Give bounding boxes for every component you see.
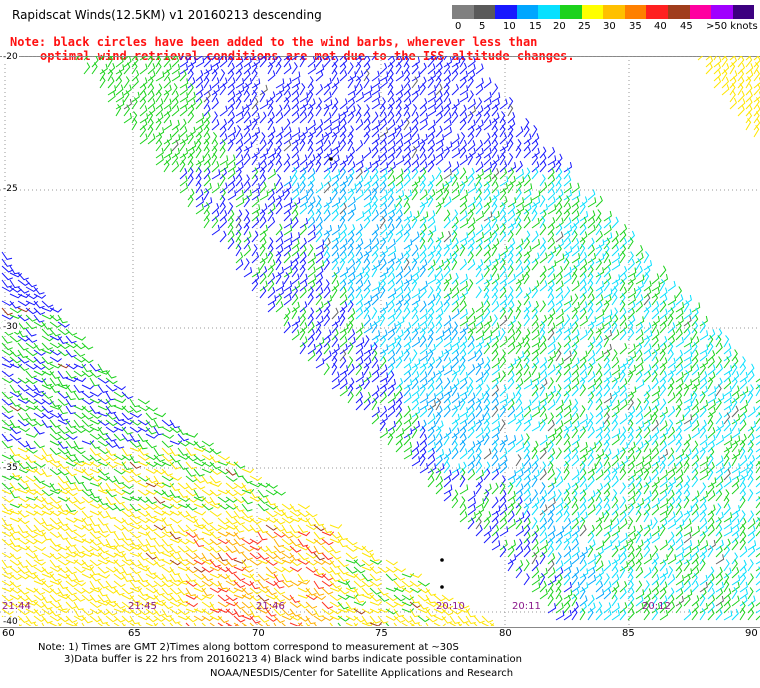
wind-speed-legend: 0 5 10 15 20 25 30 35 40 45 >50 knots <box>452 5 758 35</box>
latitude-label: -25 <box>2 184 19 194</box>
legend-swatch <box>646 5 668 19</box>
latitude-label: -40 <box>2 617 19 627</box>
wind-barb-map <box>0 56 760 626</box>
legend-swatch <box>603 5 625 19</box>
legend-label: 0 <box>455 21 462 32</box>
pass-time-label: 20:11 <box>512 601 541 612</box>
latitude-label: -20 <box>2 52 19 62</box>
footer-credit: NOAA/NESDIS/Center for Satellite Applica… <box>210 668 514 679</box>
pass-time-label: 21:46 <box>256 601 285 612</box>
legend-swatch <box>495 5 517 19</box>
legend-label: 30 <box>603 21 616 32</box>
legend-swatch <box>538 5 560 19</box>
latitude-label: -30 <box>2 322 19 332</box>
legend-swatch <box>473 5 496 19</box>
map-title: Rapidscat Winds(12.5KM) v1 20160213 desc… <box>12 8 322 22</box>
legend-label: 15 <box>529 21 542 32</box>
wind-barbs <box>1 56 760 626</box>
latitude-label: -35 <box>2 463 19 473</box>
legend-swatch <box>711 5 733 19</box>
legend-swatch <box>516 5 539 19</box>
longitude-label: 75 <box>375 628 388 639</box>
legend-label: 10 <box>503 21 516 32</box>
legend-swatch <box>732 5 755 19</box>
legend-label: 25 <box>578 21 591 32</box>
legend-label: 45 <box>680 21 693 32</box>
contamination-note-line1: Note: black circles have been added to t… <box>10 35 538 49</box>
pass-time-label: 20:12 <box>642 601 671 612</box>
legend-swatch <box>624 5 647 19</box>
longitude-label: 70 <box>252 628 265 639</box>
legend-label: 20 <box>553 21 566 32</box>
legend-color-bar <box>452 5 755 19</box>
pass-time-label: 20:10 <box>436 601 465 612</box>
longitude-label: 60 <box>2 628 15 639</box>
longitude-label: 80 <box>499 628 512 639</box>
legend-swatch <box>689 5 712 19</box>
legend-swatch <box>452 5 474 19</box>
footer-note-line1: Note: 1) Times are GMT 2)Times along bot… <box>38 642 459 653</box>
legend-label: 40 <box>654 21 667 32</box>
pass-time-label: 21:45 <box>128 601 157 612</box>
legend-label: >50 knots <box>706 21 758 32</box>
lat-lon-grid <box>0 56 760 626</box>
longitude-label: 90 <box>745 628 758 639</box>
footer-note-line2: 3)Data buffer is 22 hrs from 20160213 4)… <box>64 654 522 665</box>
legend-swatch <box>559 5 582 19</box>
legend-label: 35 <box>629 21 642 32</box>
legend-label: 5 <box>479 21 486 32</box>
pass-time-label: 21:44 <box>2 601 31 612</box>
longitude-label: 85 <box>622 628 635 639</box>
legend-swatch <box>667 5 690 19</box>
legend-swatch <box>581 5 604 19</box>
longitude-label: 65 <box>128 628 141 639</box>
